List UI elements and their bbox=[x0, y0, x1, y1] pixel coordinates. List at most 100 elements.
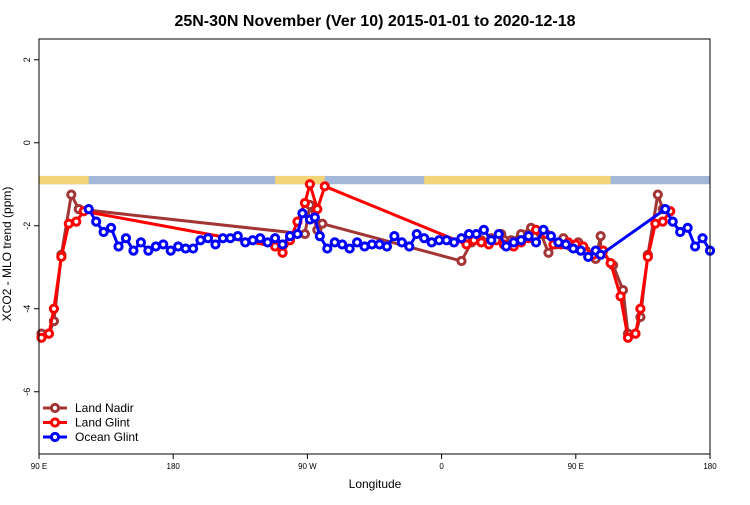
data-point bbox=[317, 218, 328, 229]
series-line-segment bbox=[320, 222, 463, 263]
data-point bbox=[309, 212, 320, 223]
data-point bbox=[389, 231, 400, 242]
data-point bbox=[652, 189, 663, 200]
data-point bbox=[404, 241, 415, 252]
data-point bbox=[105, 222, 117, 233]
data-point bbox=[411, 228, 422, 240]
ocean-band bbox=[39, 175, 710, 185]
series-line-segment bbox=[59, 222, 71, 259]
data-point bbox=[128, 245, 139, 256]
data-point bbox=[456, 255, 467, 267]
chart-title: 25N-30N November (Ver 10) 2015-01-01 to … bbox=[174, 13, 575, 30]
data-point bbox=[262, 237, 273, 248]
data-point bbox=[143, 245, 154, 256]
x-tick-label: 90 W bbox=[298, 462, 317, 471]
legend-label: Ocean Glint bbox=[75, 430, 139, 444]
data-point bbox=[202, 233, 214, 244]
y-tick-label: -4 bbox=[22, 305, 32, 313]
data-point bbox=[187, 243, 199, 254]
data-point bbox=[682, 222, 693, 233]
data-point bbox=[530, 237, 542, 248]
data-point bbox=[689, 241, 701, 252]
data-point bbox=[292, 228, 303, 240]
data-point bbox=[255, 233, 266, 244]
data-point bbox=[486, 235, 497, 246]
x-tick-label: 0 bbox=[439, 462, 444, 471]
data-point bbox=[471, 228, 482, 240]
data-point bbox=[642, 251, 653, 262]
data-point bbox=[622, 332, 634, 343]
data-point bbox=[538, 224, 549, 235]
land-segment bbox=[39, 175, 89, 185]
data-point bbox=[36, 332, 47, 343]
data-point bbox=[396, 237, 407, 248]
data-point bbox=[516, 235, 527, 246]
data-point bbox=[98, 226, 109, 238]
data-point bbox=[605, 258, 616, 269]
data-point bbox=[344, 243, 355, 254]
data-point bbox=[419, 233, 430, 244]
data-point bbox=[630, 328, 641, 339]
data-point bbox=[697, 233, 708, 244]
data-point bbox=[493, 228, 504, 240]
data-point bbox=[232, 231, 243, 242]
y-tick-label: 0 bbox=[22, 140, 32, 145]
data-point bbox=[91, 216, 102, 227]
data-point bbox=[56, 251, 67, 262]
data-point bbox=[615, 291, 626, 302]
data-point bbox=[456, 233, 467, 244]
data-point bbox=[675, 226, 686, 238]
data-point bbox=[158, 239, 169, 250]
data-point bbox=[575, 245, 586, 256]
data-point bbox=[448, 237, 460, 248]
y-axis-label: XCO2 - MLO trend (ppm) bbox=[0, 187, 14, 322]
data-point bbox=[667, 216, 678, 227]
series-line-segment bbox=[638, 255, 650, 311]
data-point bbox=[660, 204, 671, 215]
series-line-segment bbox=[619, 294, 630, 340]
x-tick-label: 90 E bbox=[568, 462, 584, 471]
data-point bbox=[523, 231, 534, 242]
data-point bbox=[560, 239, 571, 250]
data-point bbox=[461, 239, 472, 250]
data-point bbox=[135, 237, 146, 248]
data-point bbox=[337, 239, 348, 250]
axes: 2 0 -2 -4 -6 90 E 180 90 W 0 90 E 180 bbox=[22, 57, 717, 471]
land-segment bbox=[424, 175, 611, 185]
series-line-segment bbox=[77, 207, 307, 236]
data-point bbox=[314, 231, 325, 242]
plot-frame bbox=[38, 38, 711, 455]
data-point bbox=[43, 328, 55, 339]
data-point bbox=[48, 303, 60, 314]
legend-label: Land Nadir bbox=[75, 401, 134, 415]
data-point bbox=[319, 181, 330, 192]
x-axis-label: Longitude bbox=[349, 477, 402, 491]
series-land-glint bbox=[36, 179, 676, 343]
data-point bbox=[583, 251, 594, 262]
data-point bbox=[543, 247, 554, 258]
series-ocean-glint bbox=[83, 204, 716, 262]
x-tick-label: 180 bbox=[167, 462, 181, 471]
data-point bbox=[322, 243, 333, 254]
legend-marker bbox=[49, 417, 61, 428]
data-point bbox=[312, 204, 323, 215]
series-layer bbox=[36, 179, 716, 343]
data-point bbox=[120, 233, 132, 244]
data-point bbox=[595, 231, 606, 242]
data-point bbox=[635, 303, 646, 314]
series-line-segment bbox=[646, 222, 657, 259]
data-point bbox=[71, 216, 82, 227]
legend-label: Land Glint bbox=[75, 416, 130, 430]
data-point bbox=[83, 204, 94, 215]
land-ocean-strip bbox=[39, 175, 710, 185]
data-point bbox=[277, 247, 288, 258]
data-point bbox=[657, 216, 668, 227]
legend-marker bbox=[49, 431, 61, 443]
x-tick-label: 180 bbox=[703, 462, 717, 471]
series-line-segment bbox=[323, 184, 468, 246]
data-point bbox=[304, 179, 315, 190]
data-point bbox=[352, 237, 363, 248]
land-segment bbox=[275, 175, 325, 185]
